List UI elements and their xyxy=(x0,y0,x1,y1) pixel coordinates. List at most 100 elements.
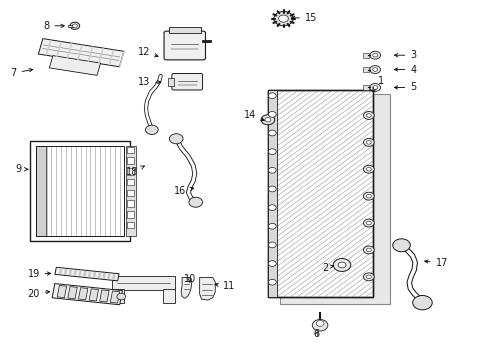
Circle shape xyxy=(369,66,380,73)
Circle shape xyxy=(363,138,373,146)
Circle shape xyxy=(363,246,373,254)
Text: 4: 4 xyxy=(394,64,416,75)
Text: 13: 13 xyxy=(137,77,161,87)
Bar xyxy=(267,90,372,297)
Circle shape xyxy=(372,86,377,89)
Bar xyxy=(68,287,77,299)
Bar xyxy=(127,147,134,153)
Circle shape xyxy=(268,224,276,229)
Circle shape xyxy=(366,275,370,279)
Text: 7: 7 xyxy=(11,68,33,78)
Circle shape xyxy=(117,293,125,300)
Bar xyxy=(68,25,73,27)
Bar xyxy=(73,270,77,276)
Bar xyxy=(30,140,130,241)
Circle shape xyxy=(312,319,327,331)
Circle shape xyxy=(70,22,80,30)
Bar xyxy=(43,45,120,57)
Text: 20: 20 xyxy=(27,289,50,299)
Circle shape xyxy=(278,15,288,22)
Text: 12: 12 xyxy=(137,47,158,57)
Bar xyxy=(108,50,114,65)
Bar xyxy=(45,40,51,55)
Bar xyxy=(268,91,371,296)
Bar xyxy=(127,157,134,164)
Circle shape xyxy=(316,320,324,326)
Bar xyxy=(280,94,389,304)
Bar xyxy=(87,46,93,62)
Circle shape xyxy=(169,134,183,144)
FancyBboxPatch shape xyxy=(171,73,202,90)
Bar xyxy=(127,168,134,175)
Bar xyxy=(56,41,62,57)
Bar xyxy=(38,39,123,67)
Bar xyxy=(362,53,368,58)
Circle shape xyxy=(268,279,276,285)
Bar xyxy=(88,271,91,277)
Bar xyxy=(83,271,86,277)
Bar xyxy=(119,51,124,67)
Text: 6: 6 xyxy=(313,329,319,339)
Text: 2: 2 xyxy=(322,263,333,273)
Circle shape xyxy=(332,258,350,271)
Bar xyxy=(168,27,200,33)
Circle shape xyxy=(268,149,276,154)
Bar xyxy=(36,146,45,235)
Circle shape xyxy=(273,12,293,26)
Bar xyxy=(57,285,66,298)
Circle shape xyxy=(366,221,370,225)
Bar xyxy=(362,67,368,72)
Text: 17: 17 xyxy=(424,258,447,268)
Bar xyxy=(63,269,67,275)
Bar xyxy=(112,276,175,291)
Text: 10: 10 xyxy=(183,274,196,284)
Circle shape xyxy=(337,262,345,268)
Circle shape xyxy=(268,186,276,192)
Bar xyxy=(66,43,72,59)
Text: 14: 14 xyxy=(244,111,264,121)
Text: 8: 8 xyxy=(43,21,64,31)
Circle shape xyxy=(363,273,373,281)
Bar xyxy=(93,272,96,278)
Bar xyxy=(97,273,101,278)
Bar xyxy=(167,78,173,86)
Circle shape xyxy=(369,51,380,59)
Bar xyxy=(102,273,106,279)
Bar xyxy=(78,270,81,276)
Bar xyxy=(89,289,98,301)
Text: 19: 19 xyxy=(27,269,51,279)
Circle shape xyxy=(392,239,409,252)
Circle shape xyxy=(268,93,276,99)
Bar xyxy=(127,211,134,218)
Bar xyxy=(42,48,119,61)
Bar xyxy=(163,289,175,303)
Bar xyxy=(49,55,101,75)
Bar xyxy=(68,269,72,275)
Circle shape xyxy=(372,68,377,71)
Circle shape xyxy=(145,125,158,134)
Text: 1: 1 xyxy=(372,76,383,91)
Circle shape xyxy=(261,115,274,125)
Bar xyxy=(78,288,88,300)
Bar xyxy=(127,179,134,185)
Circle shape xyxy=(412,296,431,310)
Bar xyxy=(98,48,103,64)
Circle shape xyxy=(366,194,370,198)
Bar xyxy=(107,273,110,279)
Polygon shape xyxy=(199,278,215,300)
Circle shape xyxy=(366,140,370,144)
Circle shape xyxy=(366,167,370,171)
Circle shape xyxy=(363,112,373,120)
Text: 15: 15 xyxy=(291,13,317,23)
Text: 18: 18 xyxy=(126,166,144,177)
Bar xyxy=(127,222,134,228)
Circle shape xyxy=(268,205,276,211)
Bar xyxy=(362,85,368,90)
Text: 3: 3 xyxy=(394,50,416,60)
Bar xyxy=(100,290,109,302)
Circle shape xyxy=(188,197,202,207)
Circle shape xyxy=(268,112,276,117)
Circle shape xyxy=(268,242,276,248)
Bar xyxy=(127,190,134,196)
Circle shape xyxy=(366,114,370,117)
